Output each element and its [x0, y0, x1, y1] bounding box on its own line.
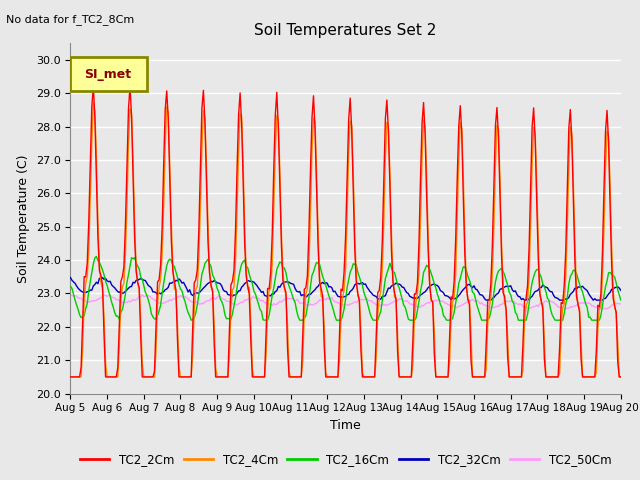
Title: Soil Temperatures Set 2: Soil Temperatures Set 2 — [255, 23, 436, 38]
Legend: TC2_2Cm, TC2_4Cm, TC2_16Cm, TC2_32Cm, TC2_50Cm: TC2_2Cm, TC2_4Cm, TC2_16Cm, TC2_32Cm, TC… — [75, 448, 616, 471]
FancyBboxPatch shape — [70, 57, 147, 91]
X-axis label: Time: Time — [330, 419, 361, 432]
Y-axis label: Soil Temperature (C): Soil Temperature (C) — [17, 154, 30, 283]
Text: SI_met: SI_met — [84, 68, 131, 81]
Text: No data for f_TC2_8Cm: No data for f_TC2_8Cm — [6, 14, 134, 25]
